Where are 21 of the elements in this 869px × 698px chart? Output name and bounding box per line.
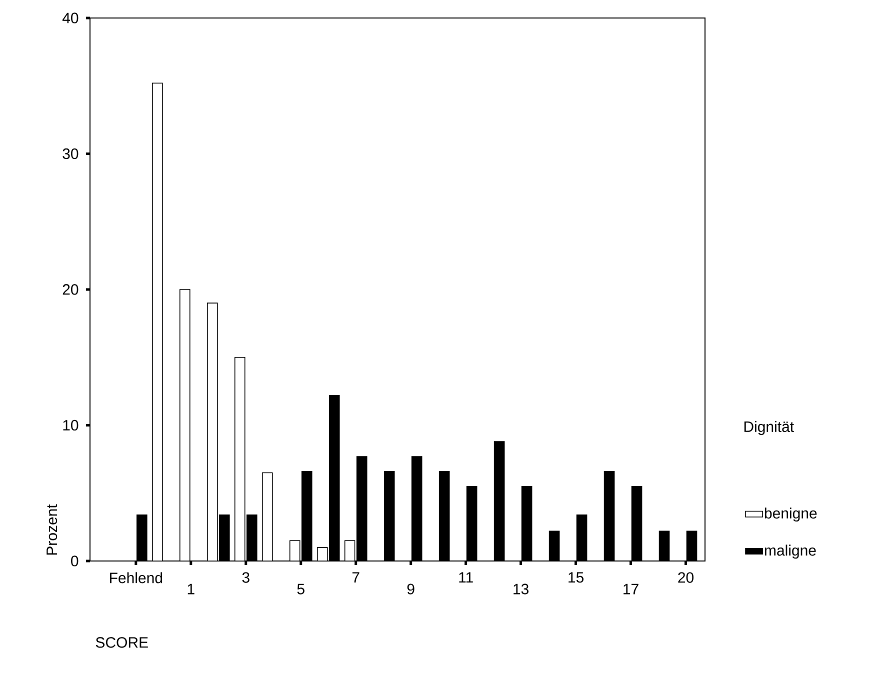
legend-label: benigne [764,508,817,522]
x-tick-label: 1 [188,584,194,594]
x-tick-label: Fehlend [110,572,162,584]
x-axis-title: SCORE [96,637,148,648]
legend-title: Dignität [744,421,794,435]
y-tick-label: 20 [62,284,78,295]
y-axis-title: Prozent [46,504,58,555]
x-tick-label: 17 [624,584,638,594]
x-tick-label: 9 [407,584,414,594]
x-tick-label: 7 [352,572,360,583]
y-tick-label: 0 [71,556,78,566]
x-tick-label: 15 [568,572,584,583]
x-tick-label: 20 [678,572,694,583]
legend-label: maligne [764,544,816,559]
x-tick-label: 13 [514,584,528,594]
y-tick-label: 10 [63,420,78,431]
y-tick-label: 30 [62,148,78,160]
x-tick-label: 3 [242,572,250,583]
x-tick-label: 11 [459,572,473,583]
x-tick-label: 5 [297,584,304,594]
y-tick-label: 40 [62,12,78,24]
